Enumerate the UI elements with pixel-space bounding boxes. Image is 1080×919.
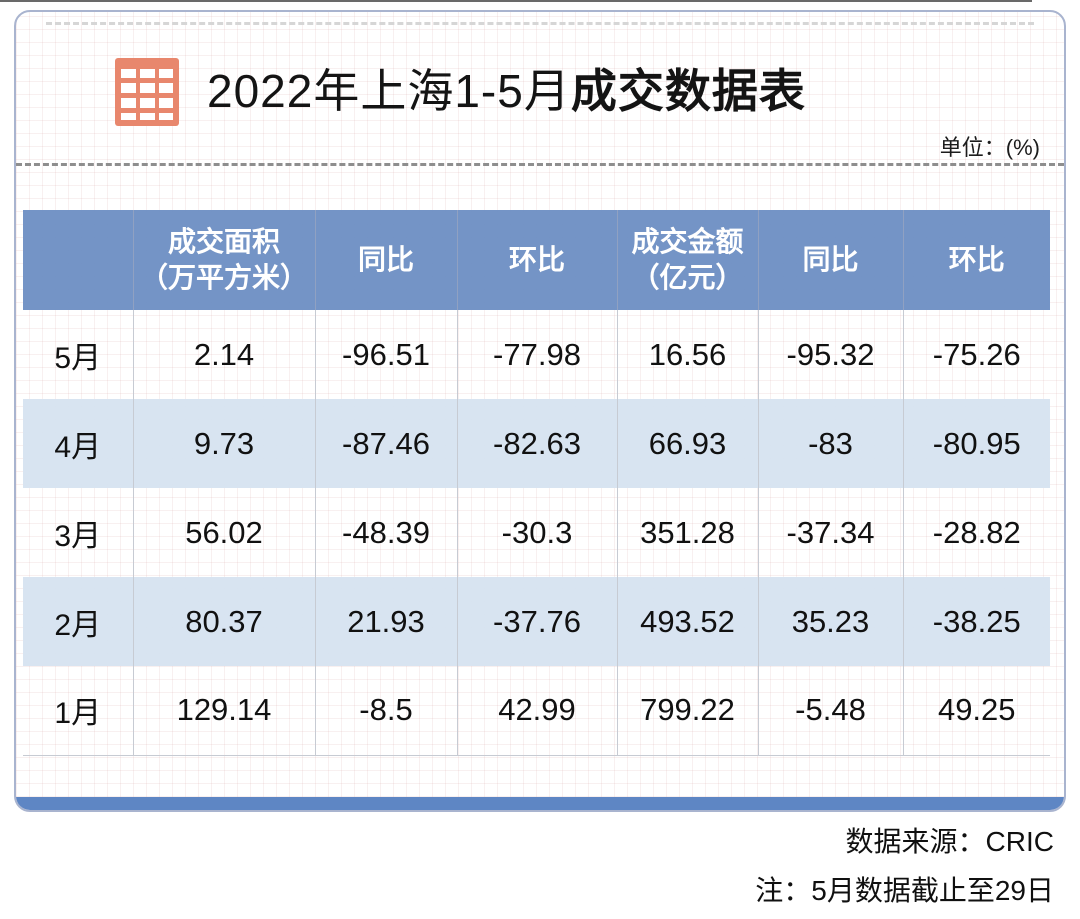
cell-area: 9.73: [132, 399, 315, 488]
cell-amount: 16.56: [616, 310, 758, 399]
cell-amount-mom: -75.26: [902, 310, 1050, 399]
decorative-dash-line: [46, 22, 1034, 25]
row-month: 1月: [23, 666, 133, 756]
table-row-may: 5月 2.14 -96.51 -77.98 16.56 -95.32 -75.2…: [23, 310, 1050, 399]
cell-amount-mom: -80.95: [902, 399, 1050, 488]
dashed-divider: [16, 163, 1064, 166]
table-row-feb: 2月 80.37 21.93 -37.76 493.52 35.23 -38.2…: [23, 577, 1050, 666]
data-source-label: 数据来源：CRIC: [845, 826, 1054, 857]
cell-amount: 799.22: [616, 666, 758, 756]
cell-amount-yoy: -37.34: [757, 488, 903, 577]
table-header-row: 成交面积 （万平方米） 同比 环比 成交金额 （亿元） 同比 环比: [23, 210, 1050, 310]
cell-amount-yoy: -83: [757, 399, 903, 488]
title-bold: 成交数据表: [570, 65, 806, 118]
col-header-area: 成交面积 （万平方米）: [132, 210, 315, 310]
cell-area-yoy: -87.46: [314, 399, 457, 488]
col-header-amount-yoy: 同比: [757, 210, 903, 310]
cell-area-mom: -37.76: [456, 577, 617, 666]
cell-area-mom: -82.63: [456, 399, 617, 488]
cell-area: 129.14: [132, 666, 315, 756]
card-bottom-bar: [16, 797, 1064, 810]
cell-area: 80.37: [132, 577, 315, 666]
title-regular: 2022年上海1-5月: [207, 65, 571, 118]
table-grid-icon: [115, 58, 179, 126]
col-header-amount: 成交金额 （亿元）: [616, 210, 758, 310]
cell-amount-yoy: -95.32: [757, 310, 903, 399]
cell-amount-mom: -38.25: [902, 577, 1050, 666]
cell-area-yoy: -48.39: [314, 488, 457, 577]
cell-area-yoy: -8.5: [314, 666, 457, 756]
cell-amount: 351.28: [616, 488, 758, 577]
top-edge-line: [0, 0, 1032, 2]
cell-amount-yoy: -5.48: [757, 666, 903, 756]
row-month: 3月: [54, 519, 102, 553]
cell-area-mom: -77.98: [456, 310, 617, 399]
col-header-area-yoy: 同比: [314, 210, 457, 310]
cell-amount: 493.52: [616, 577, 758, 666]
cell-area-mom: 42.99: [456, 666, 617, 756]
cell-amount: 66.93: [616, 399, 758, 488]
col-header-month: [23, 210, 133, 310]
cell-area-mom: -30.3: [456, 488, 617, 577]
footer: 数据来源：CRIC 注：5月数据截止至29日: [755, 824, 1054, 909]
data-card: 2022年上海1-5月成交数据表 单位：(%) 成交面积 （万平方米） 同比 环…: [14, 10, 1066, 812]
card-header: 2022年上海1-5月成交数据表: [115, 58, 806, 126]
cell-area: 2.14: [132, 310, 315, 399]
table-row-apr: 4月 9.73 -87.46 -82.63 66.93 -83 -80.95: [23, 399, 1050, 488]
cell-area-yoy: -96.51: [314, 310, 457, 399]
transactions-table: 成交面积 （万平方米） 同比 环比 成交金额 （亿元） 同比 环比 5月 2.1…: [23, 210, 1050, 756]
row-month: 4月: [23, 399, 133, 488]
page-title: 2022年上海1-5月成交数据表: [207, 64, 806, 119]
table-row-jan: 1月 129.14 -8.5 42.99 799.22 -5.48 49.25: [23, 666, 1050, 756]
cell-area-yoy: 21.93: [314, 577, 457, 666]
row-month: 2月: [23, 577, 133, 666]
cell-amount-mom: 49.25: [902, 666, 1050, 756]
unit-label: 单位：(%): [939, 135, 1040, 160]
table-row-mar: 3月 56.02 -48.39 -30.3 351.28 -37.34 -28.…: [23, 488, 1050, 577]
cell-amount-yoy: 35.23: [757, 577, 903, 666]
cell-area: 56.02: [132, 488, 315, 577]
col-header-amount-mom: 环比: [902, 210, 1050, 310]
row-month: 5月: [54, 341, 102, 375]
data-note-label: 注：5月数据截止至29日: [755, 875, 1054, 906]
col-header-area-mom: 环比: [456, 210, 617, 310]
cell-amount-mom: -28.82: [902, 488, 1050, 577]
